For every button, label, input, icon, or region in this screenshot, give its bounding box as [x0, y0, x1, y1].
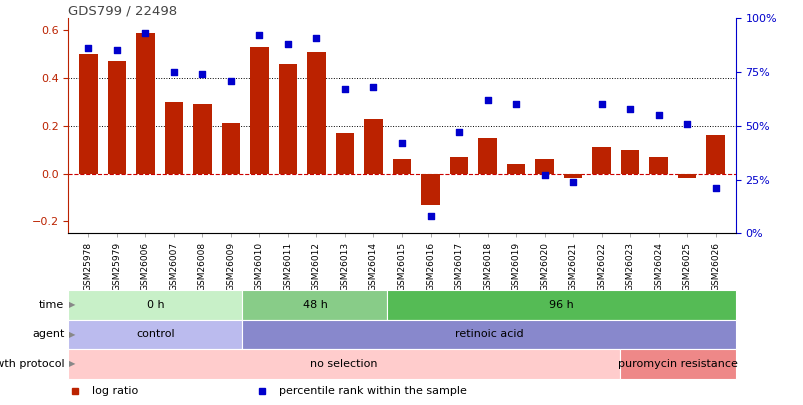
Bar — [250, 47, 268, 174]
Text: retinoic acid: retinoic acid — [454, 329, 523, 339]
Bar — [620, 150, 638, 174]
Text: no selection: no selection — [310, 359, 377, 369]
Point — [224, 77, 237, 84]
Bar — [108, 61, 126, 174]
Point — [566, 179, 579, 185]
Text: ▶: ▶ — [69, 330, 75, 339]
Point — [139, 30, 152, 36]
Bar — [449, 157, 467, 174]
Bar — [136, 32, 154, 174]
Text: control: control — [136, 329, 174, 339]
Bar — [592, 147, 610, 174]
Point — [680, 120, 693, 127]
Text: percentile rank within the sample: percentile rank within the sample — [278, 386, 466, 396]
Bar — [222, 124, 240, 174]
Bar — [563, 174, 581, 178]
Bar — [243, 290, 387, 320]
Text: 0 h: 0 h — [146, 300, 164, 310]
Bar — [165, 102, 183, 174]
Point — [452, 129, 465, 135]
Bar — [392, 159, 411, 174]
Point — [708, 185, 721, 191]
Text: growth protocol: growth protocol — [0, 359, 64, 369]
Text: agent: agent — [32, 329, 64, 339]
Bar — [68, 320, 243, 349]
Point — [423, 213, 436, 220]
Bar — [677, 174, 695, 178]
Point — [253, 32, 266, 38]
Point — [338, 86, 351, 92]
Bar — [706, 135, 724, 174]
Point — [82, 45, 95, 51]
Bar — [336, 133, 354, 174]
Text: time: time — [39, 300, 64, 310]
Point — [651, 112, 664, 118]
Point — [509, 101, 522, 107]
Bar — [421, 174, 439, 205]
Text: ▶: ▶ — [69, 359, 75, 369]
Text: ▶: ▶ — [69, 300, 75, 309]
Bar — [506, 164, 524, 174]
Text: 48 h: 48 h — [302, 300, 327, 310]
Point — [196, 71, 209, 77]
Bar — [279, 64, 297, 174]
Bar — [649, 157, 667, 174]
Bar — [478, 138, 496, 174]
Point — [594, 101, 607, 107]
Point — [367, 84, 380, 90]
Bar — [68, 349, 619, 379]
Point — [395, 140, 408, 146]
Point — [537, 172, 550, 179]
Point — [480, 97, 493, 103]
Bar — [243, 320, 735, 349]
Bar — [68, 290, 243, 320]
Text: GDS799 / 22498: GDS799 / 22498 — [68, 4, 177, 17]
Bar — [619, 349, 735, 379]
Bar — [79, 54, 97, 174]
Text: 96 h: 96 h — [548, 300, 573, 310]
Point — [281, 41, 294, 47]
Bar — [535, 159, 553, 174]
Point — [310, 34, 323, 41]
Bar — [307, 52, 325, 174]
Bar — [193, 104, 211, 174]
Bar — [364, 119, 382, 174]
Text: log ratio: log ratio — [92, 386, 138, 396]
Point — [167, 69, 180, 75]
Text: puromycin resistance: puromycin resistance — [617, 359, 736, 369]
Point — [110, 47, 123, 54]
Bar — [387, 290, 735, 320]
Point — [623, 105, 636, 112]
